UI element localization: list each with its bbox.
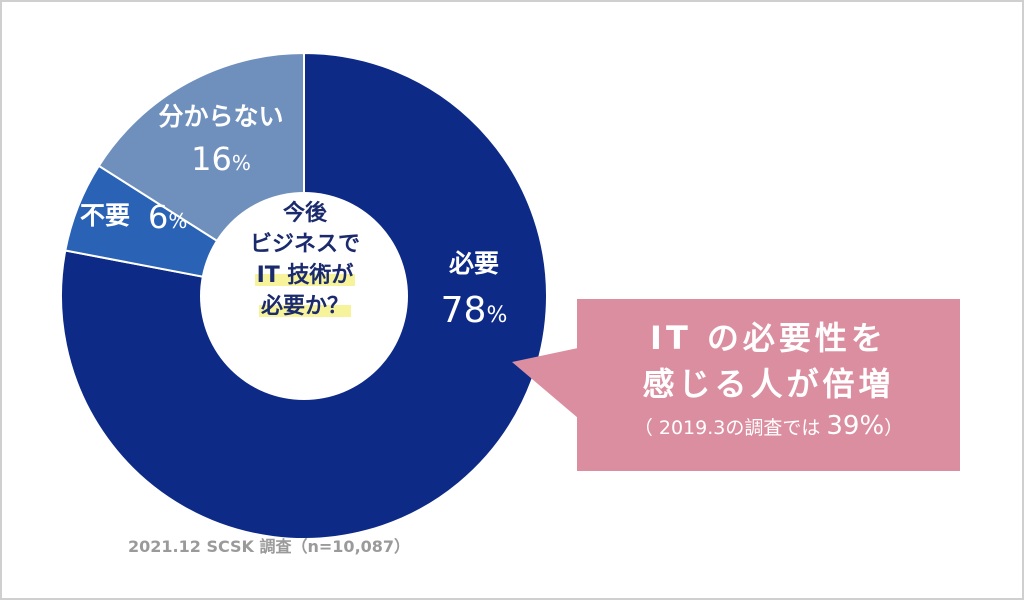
slice-value-unknown: 16%	[191, 140, 251, 178]
slice-label-unnecessary: 不要	[80, 201, 130, 230]
source-note: 2021.12 SCSK 調査（n=10,087）	[128, 537, 411, 556]
center-question: 今後 ビジネスで IT 技術が 必要か？	[200, 198, 410, 322]
center-line-3: IT 技術が	[254, 263, 356, 288]
callout-box: IT の必要性を 感じる人が倍増 （ 2019.3の調査では 39%）	[577, 299, 960, 471]
callout-headline: IT の必要性を 感じる人が倍増	[577, 315, 960, 407]
slice-label-unknown: 分からない	[158, 102, 283, 131]
callout-line-2: 感じる人が倍増	[642, 365, 895, 403]
slice-label-required: 必要	[449, 249, 499, 278]
slice-value-required: 78%	[441, 290, 508, 331]
callout-note: （ 2019.3の調査では 39%）	[633, 411, 904, 441]
center-line-1: 今後	[282, 201, 327, 226]
center-line-2: ビジネスで	[249, 232, 360, 257]
center-line-4: 必要か？	[258, 294, 351, 319]
slice-value-unnecessary: 6%	[148, 198, 187, 236]
callout-line-1: IT の必要性を	[650, 319, 887, 357]
